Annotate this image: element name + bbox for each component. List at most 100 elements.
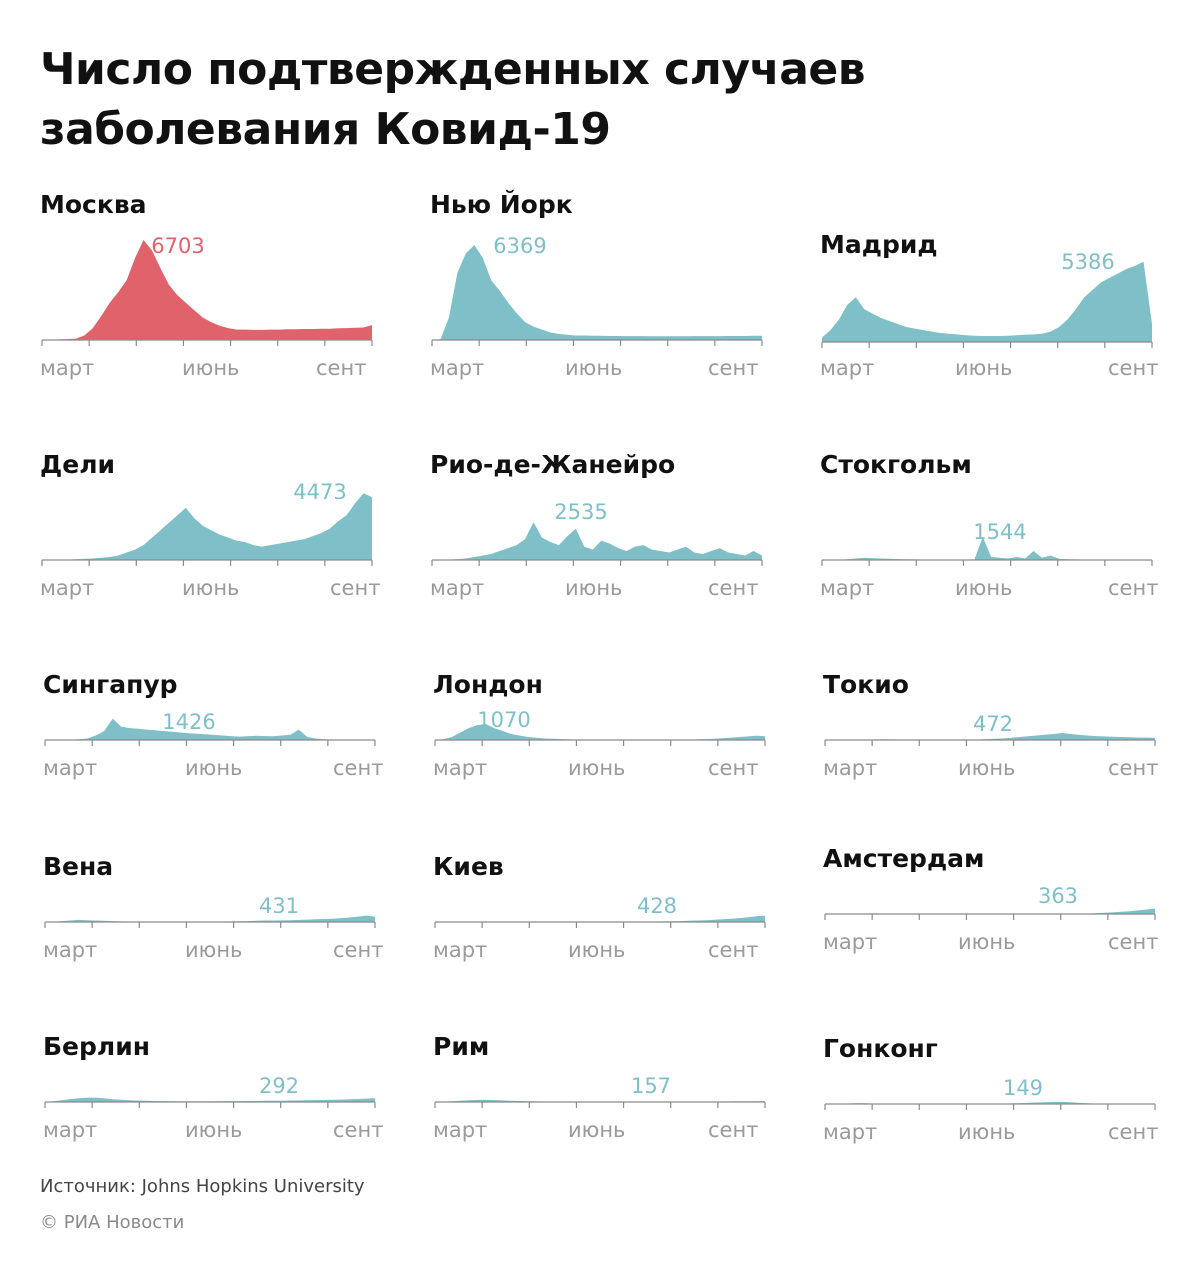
peak-label: 4473 xyxy=(293,480,347,504)
area-series xyxy=(45,1097,375,1102)
month-label: сент xyxy=(330,576,381,600)
area-chart xyxy=(44,915,376,928)
month-label: сент xyxy=(708,938,759,962)
source-note: Источник: Johns Hopkins University xyxy=(40,1176,365,1197)
month-label: июнь xyxy=(565,576,623,600)
month-label: март xyxy=(823,1120,878,1144)
month-label: март xyxy=(823,930,878,954)
panel-new-york: Нью Йорк 6369 март июнь сент xyxy=(430,190,770,390)
month-label: июнь xyxy=(185,938,243,962)
month-label: июнь xyxy=(568,756,626,780)
area-series xyxy=(435,724,765,740)
city-name: Нью Йорк xyxy=(430,190,573,219)
panel-kyiv: Киев 428 март июнь сент xyxy=(433,852,773,1052)
area-series xyxy=(822,537,1152,560)
area-chart xyxy=(824,1101,1156,1110)
area-series xyxy=(45,915,375,922)
area-chart xyxy=(821,261,1153,348)
month-label: июнь xyxy=(568,1118,626,1142)
month-label: март xyxy=(43,1118,98,1142)
area-series xyxy=(435,915,765,922)
month-label: сент xyxy=(708,756,759,780)
area-chart xyxy=(824,908,1156,920)
area-chart xyxy=(41,493,373,566)
city-name: Сингапур xyxy=(43,670,178,699)
month-label: март xyxy=(433,756,488,780)
city-name: Вена xyxy=(43,852,114,881)
month-label: июнь xyxy=(185,756,243,780)
month-label: июнь xyxy=(182,576,240,600)
panel-tokyo: Токио 472 март июнь сент xyxy=(823,670,1163,870)
area-chart xyxy=(434,1099,766,1108)
month-label: сент xyxy=(1108,576,1159,600)
panel-rome: Рим 157 март июнь сент xyxy=(433,1032,773,1232)
peak-label: 472 xyxy=(972,712,1014,736)
area-series xyxy=(42,240,372,340)
month-label: сент xyxy=(316,356,367,380)
area-chart xyxy=(41,240,373,346)
month-label: сент xyxy=(1108,756,1159,780)
month-label: июнь xyxy=(958,756,1016,780)
city-name: Берлин xyxy=(43,1032,151,1061)
copyright-note: © РИА Новости xyxy=(40,1212,185,1233)
area-chart xyxy=(431,522,763,566)
area-chart xyxy=(434,724,766,746)
panel-singapore: Сингапур 1426 март июнь сент xyxy=(43,670,383,870)
city-name: Киев xyxy=(433,852,504,881)
chart-title: Число подтвержденных случаев заболевания… xyxy=(40,44,866,155)
month-label: июнь xyxy=(955,356,1013,380)
peak-label: 6369 xyxy=(493,234,547,258)
peak-label: 2535 xyxy=(554,500,608,524)
city-name: Стокгольм xyxy=(820,450,972,479)
city-name: Лондон xyxy=(433,670,543,699)
month-label: март xyxy=(40,576,95,600)
month-label: март xyxy=(820,576,875,600)
peak-label: 428 xyxy=(636,894,678,918)
area-series xyxy=(825,733,1155,740)
panel-stockholm: Стокгольм 1544 март июнь сент xyxy=(820,450,1160,650)
city-name: Мадрид xyxy=(820,230,938,259)
area-chart xyxy=(434,915,766,928)
area-series xyxy=(432,245,762,340)
month-label: июнь xyxy=(958,930,1016,954)
month-label: сент xyxy=(708,1118,759,1142)
peak-label: 6703 xyxy=(151,234,205,258)
panel-moscow: Москва 6703 март июнь сент xyxy=(40,190,380,390)
month-label: март xyxy=(43,756,98,780)
month-label: сент xyxy=(333,938,384,962)
city-name: Рим xyxy=(433,1032,490,1061)
month-label: сент xyxy=(1108,356,1159,380)
city-name: Дели xyxy=(40,450,116,479)
month-label: июнь xyxy=(568,938,626,962)
month-label: июнь xyxy=(958,1120,1016,1144)
area-chart xyxy=(431,245,763,346)
area-series xyxy=(432,522,762,560)
peak-label: 157 xyxy=(630,1074,672,1098)
month-label: сент xyxy=(333,756,384,780)
area-series xyxy=(45,718,375,740)
peak-label: 363 xyxy=(1037,884,1079,908)
city-name: Москва xyxy=(40,190,147,219)
month-label: июнь xyxy=(182,356,240,380)
panel-amsterdam: Амстердам 363 март июнь сент xyxy=(823,844,1163,1044)
month-label: март xyxy=(430,576,485,600)
month-label: март xyxy=(433,1118,488,1142)
panel-london: Лондон 1070 март июнь сент xyxy=(433,670,773,870)
month-label: сент xyxy=(333,1118,384,1142)
month-label: июнь xyxy=(185,1118,243,1142)
panel-hong-kong: Гонконг 149 март июнь сент xyxy=(823,1034,1163,1234)
city-name: Токио xyxy=(823,670,909,699)
peak-label: 292 xyxy=(258,1074,300,1098)
panel-vienna: Вена 431 март июнь сент xyxy=(43,852,383,1052)
panel-berlin: Берлин 292 март июнь сент xyxy=(43,1032,383,1232)
peak-label: 431 xyxy=(258,894,300,918)
month-label: март xyxy=(820,356,875,380)
city-name: Амстердам xyxy=(823,844,985,873)
month-label: июнь xyxy=(565,356,623,380)
month-label: сент xyxy=(708,356,759,380)
month-label: июнь xyxy=(955,576,1013,600)
area-series xyxy=(822,261,1152,342)
month-label: март xyxy=(40,356,95,380)
panel-madrid: Мадрид 5386 март июнь сент xyxy=(820,190,1160,390)
panel-delhi: Дели 4473 март июнь сент xyxy=(40,450,380,650)
